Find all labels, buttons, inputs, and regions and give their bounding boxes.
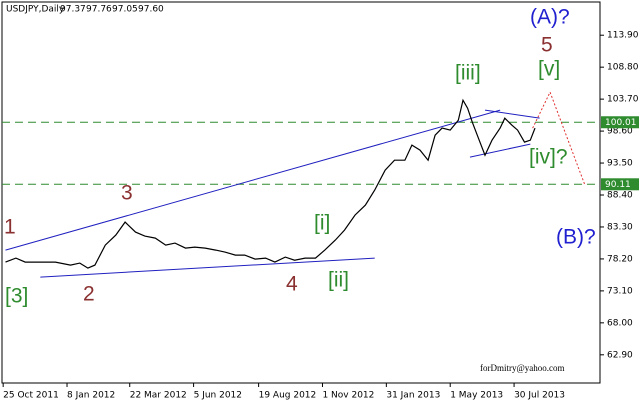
x-tick-label: 5 Jun 2012 (194, 391, 242, 401)
y-tick-label: 62.90 (607, 350, 633, 360)
y-tick-label: 73.10 (607, 286, 633, 296)
ohlc-value: 97.60 (138, 5, 164, 15)
wave-label: (B)? (556, 226, 596, 249)
x-tick-label: 8 Jan 2012 (67, 391, 115, 401)
wave-label: (A)? (530, 6, 570, 29)
wave-label: [ii] (328, 269, 349, 292)
ohlc-value: 97.37 (60, 5, 86, 15)
wave-label: [iii] (455, 62, 481, 85)
x-tick-label: 19 Aug 2012 (259, 391, 317, 401)
wave-label: 5 (541, 34, 553, 57)
y-tick-label: 68.00 (607, 318, 633, 328)
wave-label: [iv]? (529, 146, 568, 169)
y-tick-label: 108.80 (607, 63, 639, 73)
wave-label: 3 (121, 182, 133, 205)
level-label: 100.01 (605, 118, 637, 128)
y-tick-label: 88.40 (607, 191, 633, 201)
y-tick-label: 98.60 (607, 127, 633, 137)
x-tick-label: 25 Oct 2011 (3, 391, 59, 401)
wave-label: [v] (538, 58, 560, 81)
wave-label: [i] (314, 212, 330, 235)
wave-label: 1 (4, 216, 16, 239)
ohlc-value: 97.76 (86, 5, 112, 15)
watermark: forDmitry@yahoo.com (480, 363, 565, 373)
level-label-bg (601, 116, 639, 129)
y-tick-label: 103.70 (607, 95, 639, 105)
y-tick-label: 83.30 (607, 222, 633, 232)
wave-label: [3] (5, 285, 28, 308)
trend-line (5, 109, 501, 251)
plot-frame (1, 1, 601, 384)
level-label-bg (601, 178, 639, 191)
price-line (5, 98, 536, 269)
y-tick-label: 93.50 (607, 159, 633, 169)
projection-line (532, 90, 586, 186)
level-label: 90.11 (605, 180, 631, 190)
y-tick-label: 78.20 (607, 254, 633, 264)
y-tick-label: 113.90 (607, 31, 639, 41)
x-tick-label: 30 Jul 2013 (514, 391, 565, 401)
ohlc-value: 97.05 (112, 5, 138, 15)
trend-line (484, 109, 540, 119)
wave-label: 4 (286, 273, 298, 296)
x-tick-label: 1 May 2013 (450, 391, 503, 401)
trend-line (40, 257, 375, 278)
chart-title: USDJPY,Daily (6, 5, 65, 15)
wave-label: 2 (83, 283, 95, 306)
x-tick-label: 31 Jan 2013 (386, 391, 440, 401)
x-tick-label: 1 Nov 2012 (322, 391, 374, 401)
trend-line (469, 143, 531, 158)
x-tick-label: 22 Mar 2012 (130, 391, 187, 401)
